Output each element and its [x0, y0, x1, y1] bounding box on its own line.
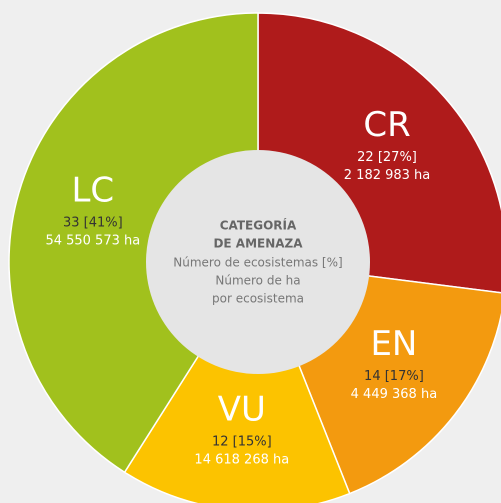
- center-title: CATEGORÍA: [220, 218, 297, 233]
- area-label: 54 550 573 ha: [45, 234, 140, 249]
- category-label: VU: [218, 390, 266, 430]
- value-label: 14 [17%]: [364, 369, 424, 384]
- category-label: EN: [370, 324, 417, 364]
- value-label: 22 [27%]: [357, 150, 417, 165]
- category-label: LC: [71, 171, 114, 211]
- center-circle: [146, 150, 370, 374]
- area-label: 4 449 368 ha: [351, 387, 438, 402]
- center-subtitle: por ecosistema: [212, 292, 304, 306]
- center-subtitle: Número de ha: [215, 274, 300, 288]
- value-label: 33 [41%]: [63, 216, 123, 231]
- labels: CR 22 [27%] 2 182 983 ha EN 14 [17%] 4 449 36…: [45, 105, 437, 468]
- category-label: CR: [363, 105, 410, 145]
- value-label: 12 [15%]: [212, 435, 272, 450]
- slice: [8, 12, 259, 474]
- center-title: DE AMENAZA: [213, 237, 303, 251]
- area-label: 14 618 268 ha: [194, 453, 289, 468]
- center-subtitle: Número de ecosistemas [%]: [173, 256, 342, 270]
- area-label: 2 182 983 ha: [344, 168, 431, 183]
- slice: [123, 260, 351, 503]
